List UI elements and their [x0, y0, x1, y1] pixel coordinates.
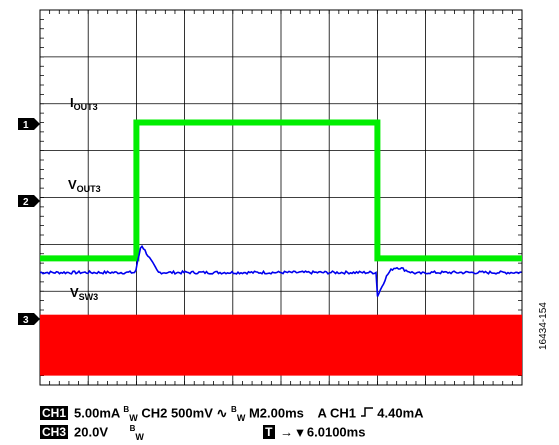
- channel-marker-2: [18, 195, 40, 207]
- trace-labels: IOUT3 VOUT3 VSW3: [68, 95, 101, 302]
- ch3-label-box: CH3: [40, 425, 69, 440]
- channel-marker-1: [18, 118, 40, 130]
- ac-coupling-icon: ∿: [216, 405, 228, 421]
- bw-limit-b: B: [123, 405, 130, 414]
- ch1-trace: [40, 119, 522, 262]
- bw-limit-w-3: W: [135, 431, 144, 442]
- channel-marker-label: 1: [23, 120, 29, 131]
- channel-marker-label: 3: [23, 315, 29, 326]
- trace-label-ch2: VOUT3: [68, 177, 101, 194]
- ch1-scale: 5.00mA: [74, 405, 120, 421]
- figure-id: 16434-154: [538, 302, 549, 350]
- channel-marker-3: [18, 313, 40, 325]
- bw-limit-w: W: [129, 412, 138, 423]
- acquisition-mode: A: [317, 405, 327, 421]
- trigger-arrow-icon: → ▾: [280, 424, 304, 440]
- bw-limit-b-3: B: [129, 424, 136, 433]
- trace-label-ch1: IOUT3: [70, 95, 98, 112]
- trace-label-ch3: VSW3: [70, 285, 98, 302]
- bw-limit-b-2: B: [231, 405, 237, 414]
- info-row-2: CH3 20.0V BW T → ▾ 6.0100ms: [40, 421, 365, 445]
- waveform-traces: [39, 119, 522, 376]
- ch1-label-box: CH1: [40, 406, 69, 421]
- trigger-position-box: T: [263, 425, 275, 440]
- frame-minor-ticks: [39, 9, 523, 386]
- timebase: M2.00ms: [248, 405, 304, 421]
- ch3-scale: 20.0V: [74, 424, 108, 440]
- trigger-source: CH1: [330, 405, 357, 421]
- ch2-scale: CH2 500mV: [141, 405, 213, 421]
- channel-markers: 1 2 3: [18, 118, 40, 326]
- rising-edge-icon: [360, 407, 373, 418]
- info-row-1: CH1 5.00mA BW CH2 500mV ∿ BW M2.00ms A CH…: [40, 402, 424, 426]
- bw-limit-w-2: W: [236, 412, 246, 423]
- trigger-position: 6.0100ms: [306, 424, 366, 440]
- ch2-trace: [39, 244, 522, 297]
- ch3-trace: [40, 314, 522, 376]
- trigger-level: 4.40mA: [377, 405, 424, 421]
- channel-marker-label: 2: [23, 197, 29, 208]
